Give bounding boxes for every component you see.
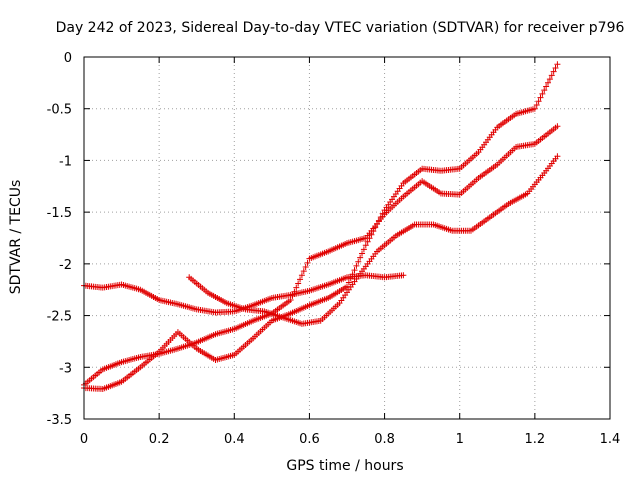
data-point xyxy=(345,279,352,286)
x-tick-label: 1.2 xyxy=(525,432,546,447)
series-4 xyxy=(186,153,561,327)
data-point xyxy=(552,64,559,71)
series-3 xyxy=(81,123,561,388)
x-axis-title: GPS time / hours xyxy=(286,458,403,474)
data-point xyxy=(353,262,360,269)
y-axis-title: SDTVAR / TECUs xyxy=(8,180,24,295)
data-point xyxy=(554,153,561,160)
data-point xyxy=(531,105,538,112)
data-point xyxy=(302,263,309,270)
data-point xyxy=(349,271,356,278)
plot-frame xyxy=(83,56,611,420)
data-point xyxy=(359,250,366,257)
data-point xyxy=(554,61,561,68)
x-tick-label: 0.4 xyxy=(224,432,245,447)
series-1 xyxy=(81,272,407,316)
data-point xyxy=(291,288,298,295)
data-point xyxy=(535,98,542,105)
data-point xyxy=(537,94,544,101)
data-point xyxy=(550,68,557,75)
grid xyxy=(84,57,610,419)
data-point xyxy=(289,292,296,299)
data-point xyxy=(360,246,367,253)
x-tick-label: 0 xyxy=(80,432,88,447)
data-point xyxy=(357,254,364,261)
data-point xyxy=(295,280,302,287)
data-point xyxy=(400,272,407,279)
data-point xyxy=(347,275,354,282)
data-point xyxy=(293,284,300,291)
y-tick-label: -3 xyxy=(59,361,72,376)
y-tick-label: -1 xyxy=(59,154,72,169)
data-point xyxy=(297,276,304,283)
y-tick-label: -1.5 xyxy=(47,206,72,221)
y-tick-label: -2 xyxy=(59,258,72,273)
data-point xyxy=(362,242,369,249)
y-tick-label: -0.5 xyxy=(47,103,72,118)
data-point xyxy=(545,79,552,86)
data-point xyxy=(548,72,555,79)
data-point xyxy=(364,238,371,245)
data-point xyxy=(298,272,305,279)
data-point xyxy=(304,259,311,266)
x-tick-label: 0.6 xyxy=(299,432,320,447)
x-tick-label: 0.2 xyxy=(149,432,170,447)
y-tick-label: 0 xyxy=(64,51,72,66)
data-series xyxy=(81,61,561,393)
x-tick-label: 1.4 xyxy=(600,432,621,447)
x-tick-label: 1 xyxy=(456,432,464,447)
y-tick-label: -2.5 xyxy=(47,310,72,325)
data-point xyxy=(554,123,561,130)
data-point xyxy=(287,297,294,304)
data-point xyxy=(355,258,362,265)
y-tick-label: -3.5 xyxy=(47,413,72,428)
data-point xyxy=(543,83,550,90)
series-2 xyxy=(81,61,561,393)
axis-ticks: 0 0.2 0.4 0.6 0.8 1 1.2 1.4 0 -0.5 -1 -1.5 -2 -2.5 -3 -… xyxy=(47,51,621,447)
data-point xyxy=(351,267,358,274)
data-point xyxy=(541,87,548,94)
data-point xyxy=(533,102,540,109)
data-point xyxy=(539,90,546,97)
x-tick-label: 0.8 xyxy=(374,432,395,447)
chart-title: Day 242 of 2023, Sidereal Day-to-day VTE… xyxy=(56,20,625,36)
data-point xyxy=(300,268,307,275)
data-point xyxy=(546,76,553,83)
